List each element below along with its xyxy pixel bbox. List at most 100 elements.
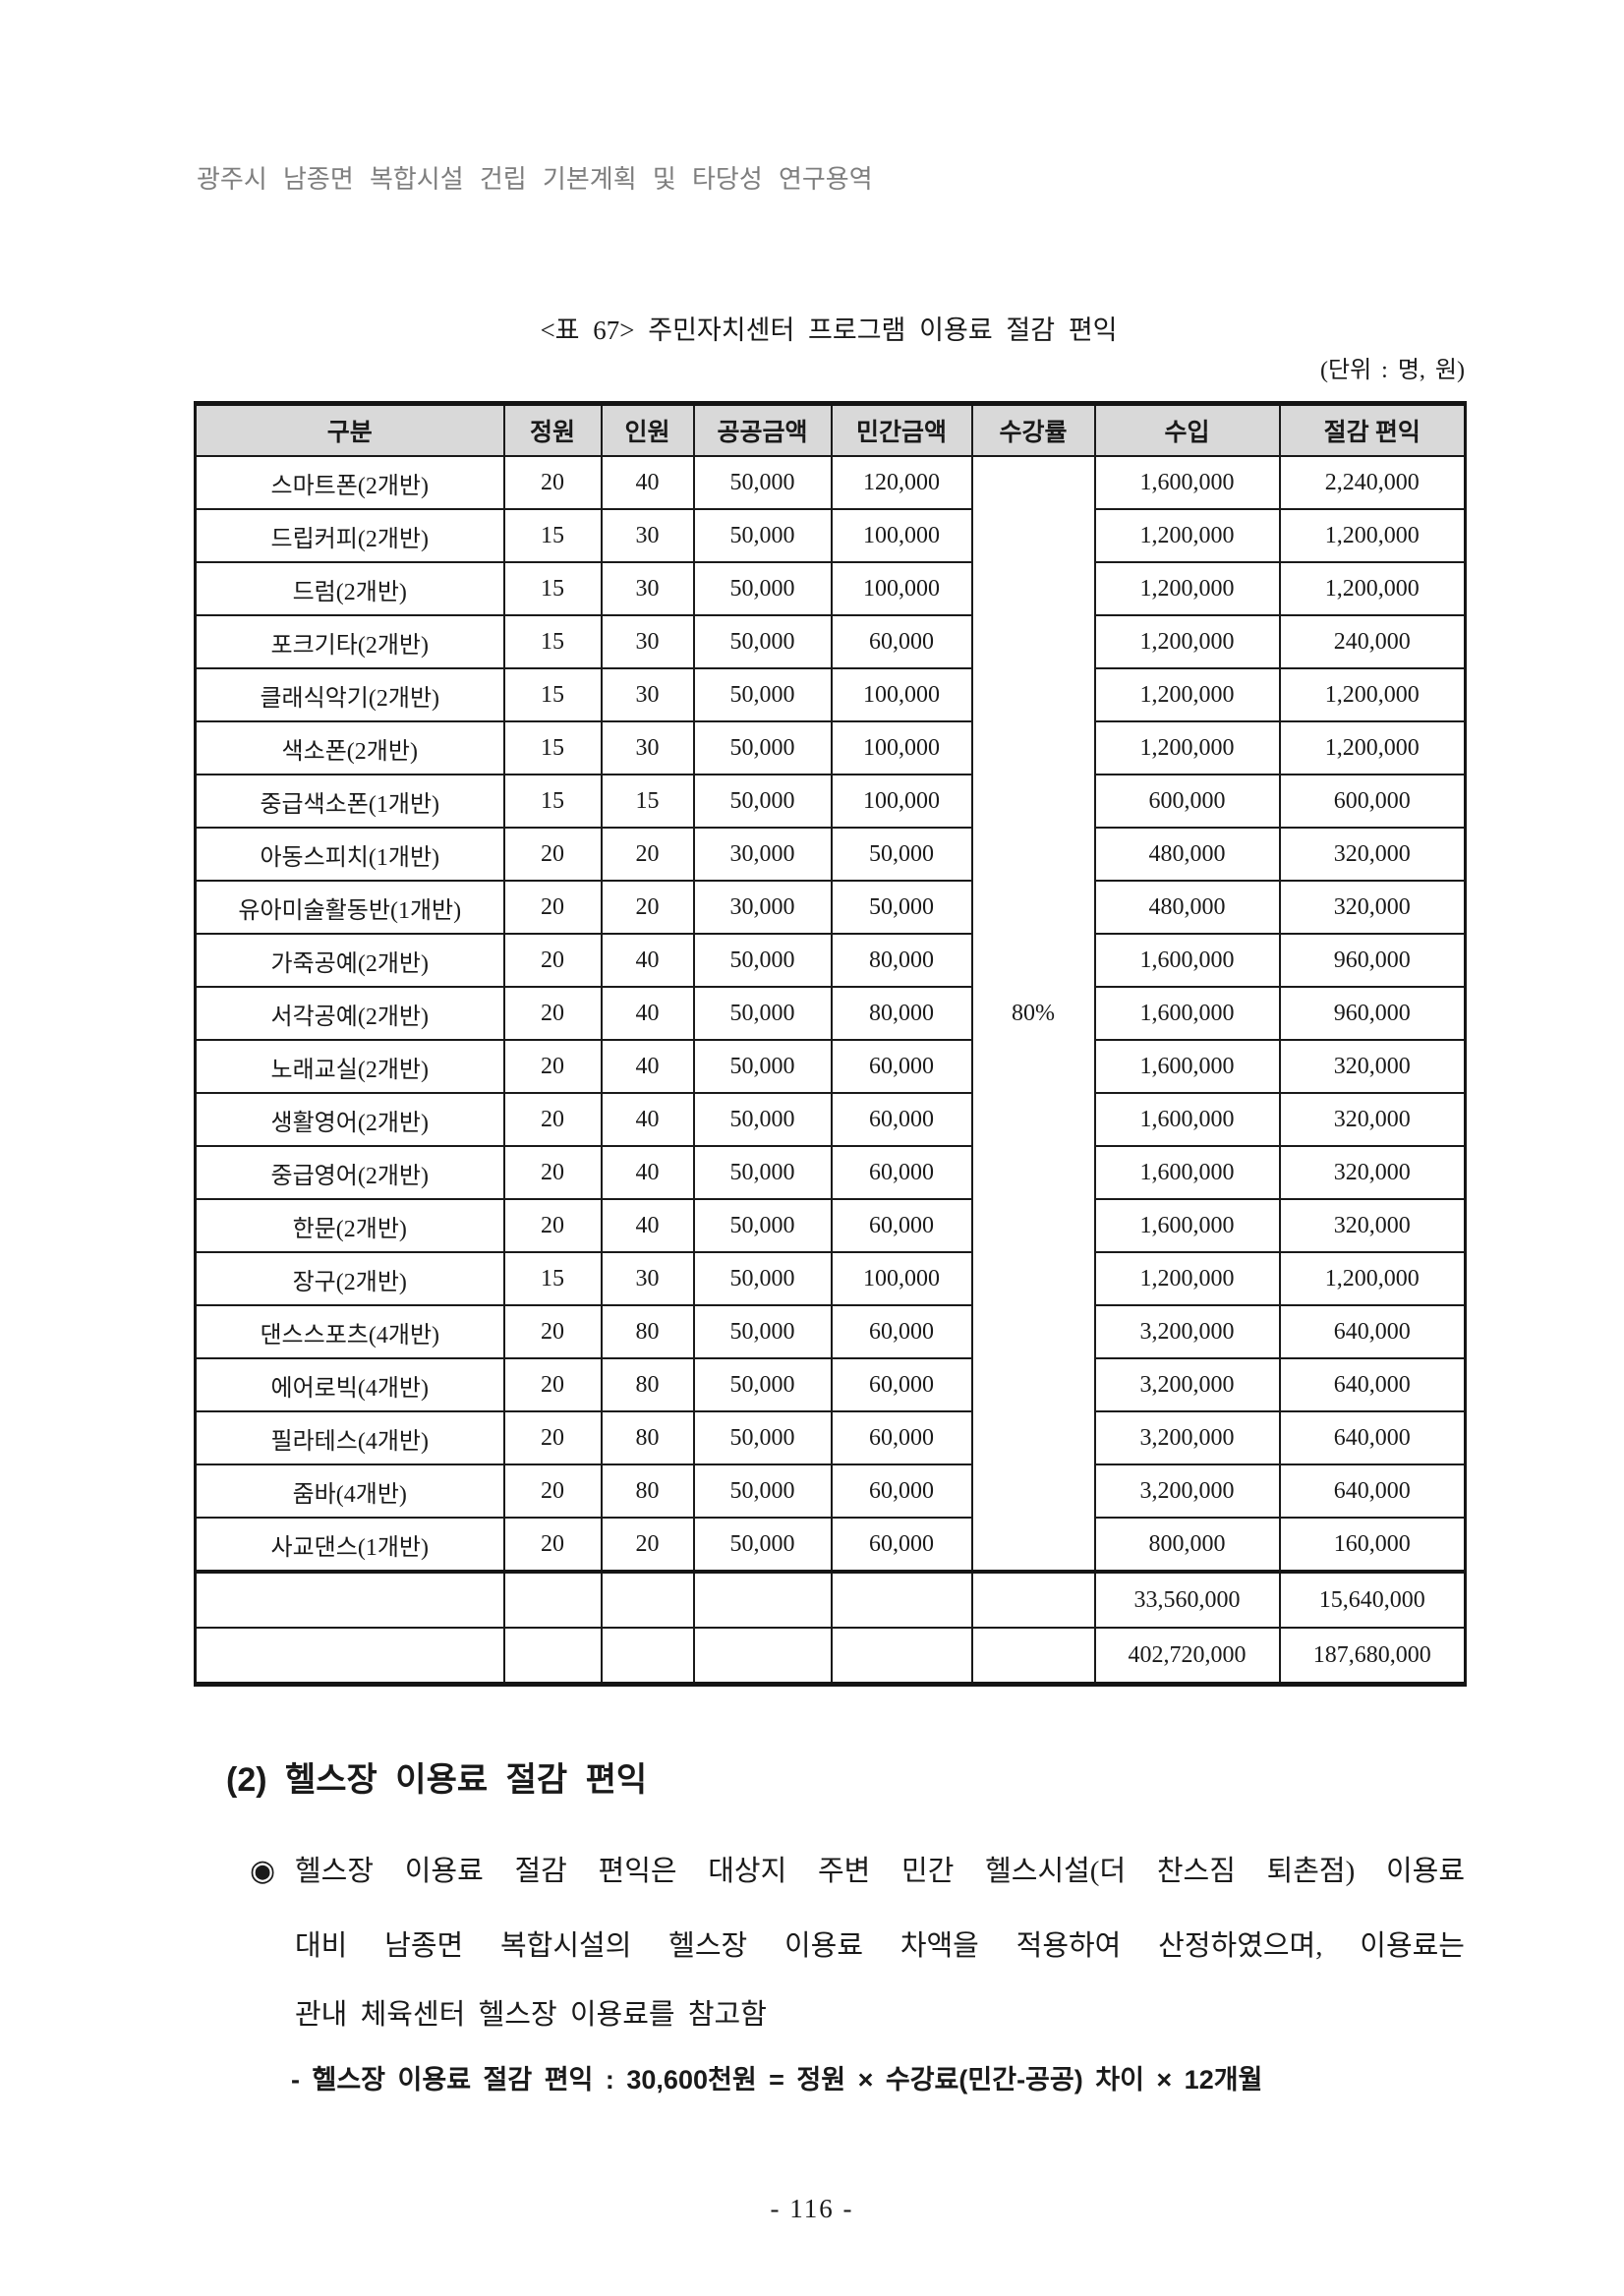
table-cell: 60,000 [830, 1410, 973, 1465]
paragraph-line-1: 헬스장 이용료 절감 편익은 대상지 주변 민간 헬스시설(더 찬스짐 퇴촌점)… [295, 1856, 1465, 1887]
empty-cell [970, 1627, 1096, 1686]
table-cell: 640,000 [1278, 1410, 1467, 1465]
table-row: 서각공예(2개반) 20 40 50,000 80,000 1,600,000 960,00… [194, 986, 1467, 1041]
table-cell: 30 [600, 667, 695, 722]
table-cell: 15 [502, 1251, 603, 1306]
table-cell: 50,000 [692, 933, 833, 988]
table-cell: 100,000 [830, 508, 973, 563]
table-cell: 320,000 [1278, 1092, 1467, 1147]
table-cell: 640,000 [1278, 1357, 1467, 1412]
table-cell: 1,200,000 [1093, 561, 1281, 616]
empty-cell [502, 1570, 603, 1629]
table-cell: 1,600,000 [1093, 1092, 1281, 1147]
summary-row: 33,560,000 15,640,000 [194, 1570, 1467, 1629]
table-cell: 80 [600, 1410, 695, 1465]
table-cell: 1,200,000 [1278, 508, 1467, 563]
table-cell: 120,000 [830, 455, 973, 510]
table-cell: 20 [502, 1039, 603, 1094]
attendance-rate-cell: 80% [970, 455, 1096, 1573]
program-name-cell: 색소폰(2개반) [194, 720, 505, 775]
table-row: 클래식악기(2개반) 15 30 50,000 100,000 1,200,000 1,20… [194, 667, 1467, 722]
empty-cell [830, 1627, 973, 1686]
table-cell: 600,000 [1093, 774, 1281, 829]
empty-cell [502, 1627, 603, 1686]
table-cell: 30 [600, 508, 695, 563]
table-cell: 20 [502, 1092, 603, 1147]
table-cell: 50,000 [692, 667, 833, 722]
table-row: 댄스스포츠(4개반) 20 80 50,000 60,000 3,200,000 640,0… [194, 1304, 1467, 1359]
table-cell: 800,000 [1093, 1517, 1281, 1573]
table-cell: 1,600,000 [1093, 455, 1281, 510]
table-cell: 1,600,000 [1093, 1039, 1281, 1094]
table-cell: 1,200,000 [1278, 561, 1467, 616]
table-cell: 1,200,000 [1093, 508, 1281, 563]
summary-value-cell: 15,640,000 [1278, 1570, 1467, 1629]
table-cell: 50,000 [692, 774, 833, 829]
table-row: 포크기타(2개반) 15 30 50,000 60,000 1,200,000 240,00… [194, 614, 1467, 669]
program-name-cell: 드럼(2개반) [194, 561, 505, 616]
table-cell: 40 [600, 986, 695, 1041]
table-cell: 20 [502, 1198, 603, 1253]
summary-row: 402,720,000 187,680,000 [194, 1627, 1467, 1686]
program-name-cell: 중급영어(2개반) [194, 1145, 505, 1200]
table-cell: 50,000 [692, 1410, 833, 1465]
program-name-cell: 필라테스(4개반) [194, 1410, 505, 1465]
table-row: 줌바(4개반) 20 80 50,000 60,000 3,200,000 640,000 [194, 1464, 1467, 1519]
program-name-cell: 아동스피치(1개반) [194, 827, 505, 882]
table-cell: 1,600,000 [1093, 933, 1281, 988]
table-cell: 20 [502, 1357, 603, 1412]
table-row: 색소폰(2개반) 15 30 50,000 100,000 1,200,000 1,200,… [194, 720, 1467, 775]
program-name-cell: 드립커피(2개반) [194, 508, 505, 563]
table-cell: 50,000 [692, 1092, 833, 1147]
table-cell: 20 [502, 1517, 603, 1573]
table-cell: 60,000 [830, 1517, 973, 1573]
empty-cell [600, 1570, 695, 1629]
table-cell: 50,000 [692, 1304, 833, 1359]
table-cell: 20 [600, 1517, 695, 1573]
table-cell: 40 [600, 1198, 695, 1253]
table-cell: 100,000 [830, 720, 973, 775]
table-cell: 50,000 [692, 455, 833, 510]
table-cell: 50,000 [692, 986, 833, 1041]
table-cell: 1,200,000 [1278, 1251, 1467, 1306]
table-cell: 80 [600, 1357, 695, 1412]
table-cell: 20 [502, 986, 603, 1041]
table-cell: 15 [502, 508, 603, 563]
table-cell: 100,000 [830, 667, 973, 722]
table-cell: 100,000 [830, 561, 973, 616]
table-cell: 20 [502, 455, 603, 510]
table-cell: 30 [600, 614, 695, 669]
table-cell: 20 [600, 880, 695, 935]
table-cell: 50,000 [692, 561, 833, 616]
table-cell: 1,200,000 [1093, 1251, 1281, 1306]
table-cell: 50,000 [692, 1517, 833, 1573]
table-cell: 50,000 [692, 1251, 833, 1306]
program-fee-table: 구분 정원 인원 공공금액 민간금액 수강률 수입 절감 편익 스마트폰(2개반) 20 40 50… [194, 401, 1467, 1687]
program-name-cell: 한문(2개반) [194, 1198, 505, 1253]
empty-cell [194, 1627, 505, 1686]
table-cell: 40 [600, 455, 695, 510]
table-cell: 50,000 [830, 880, 973, 935]
table-cell: 80,000 [830, 933, 973, 988]
table-cell: 30,000 [692, 827, 833, 882]
table-cell: 1,600,000 [1093, 1145, 1281, 1200]
table-cell: 320,000 [1278, 827, 1467, 882]
empty-cell [600, 1627, 695, 1686]
table-cell: 100,000 [830, 774, 973, 829]
program-name-cell: 댄스스포츠(4개반) [194, 1304, 505, 1359]
column-header: 인원 [600, 402, 695, 457]
column-header: 구분 [194, 402, 505, 457]
summary-value-cell: 187,680,000 [1278, 1627, 1467, 1686]
table-row: 스마트폰(2개반) 20 40 50,000 120,000 80% 1,600,000 2,… [194, 455, 1467, 1573]
program-name-cell: 중급색소폰(1개반) [194, 774, 505, 829]
table-cell: 1,600,000 [1093, 1198, 1281, 1253]
table-cell: 3,200,000 [1093, 1464, 1281, 1519]
table-cell: 50,000 [692, 614, 833, 669]
table-row: 중급영어(2개반) 20 40 50,000 60,000 1,600,000 320,00… [194, 1145, 1467, 1200]
program-name-cell: 노래교실(2개반) [194, 1039, 505, 1094]
table-cell: 80,000 [830, 986, 973, 1041]
table-cell: 50,000 [692, 1464, 833, 1519]
table-cell: 50,000 [692, 508, 833, 563]
table-cell: 640,000 [1278, 1464, 1467, 1519]
